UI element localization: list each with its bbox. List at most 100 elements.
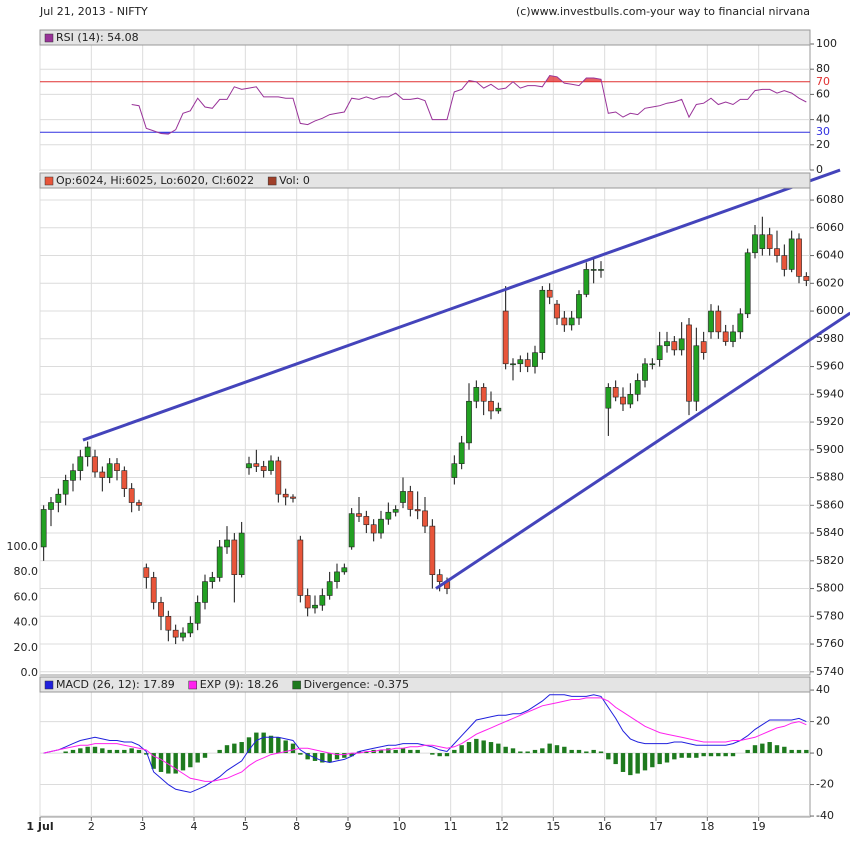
- legend-label: MACD (26, 12): 17.89: [56, 678, 175, 691]
- y-tick-label: 6040: [816, 249, 844, 262]
- candle-body: [158, 602, 164, 617]
- candle-body: [356, 513, 362, 517]
- y-tick-label: 5760: [816, 637, 844, 650]
- divergence-bar: [378, 749, 384, 754]
- candle-body: [385, 511, 392, 520]
- candle-body: [312, 604, 318, 609]
- candle-body: [656, 345, 663, 360]
- y-tick-label: 5900: [816, 443, 844, 456]
- candle-body: [708, 310, 714, 333]
- divergence-bar: [635, 753, 640, 774]
- header-right: (c)www.investbulls.com-your way to finan…: [516, 5, 810, 18]
- legend-bar: [39, 172, 811, 189]
- y-tick-label: 5960: [816, 360, 844, 373]
- divergence-bar: [554, 745, 560, 754]
- y-tick-label: 0: [816, 746, 823, 759]
- divergence-bar: [254, 732, 259, 754]
- x-tick-label: 15: [546, 820, 560, 833]
- candle-body: [627, 394, 634, 405]
- divergence-bar: [224, 745, 230, 754]
- legend-bar: [39, 29, 811, 46]
- legend-swatch: [292, 680, 301, 690]
- divergence-bar: [584, 751, 589, 754]
- candle-body: [561, 317, 568, 326]
- candle-body: [121, 470, 128, 489]
- candle-body: [70, 470, 76, 481]
- divergence-bar: [804, 749, 809, 754]
- divergence-bar: [415, 749, 420, 754]
- divergence-bar: [408, 749, 413, 754]
- divergence-bar: [694, 753, 699, 758]
- y-tick-label: 5740: [816, 665, 844, 678]
- divergence-bar: [569, 749, 574, 754]
- legend-bar: [39, 676, 811, 693]
- candle-body: [150, 577, 157, 603]
- divergence-bar: [518, 751, 523, 754]
- y-tick-label: -40: [816, 809, 834, 822]
- x-tick-label: 2: [88, 820, 95, 833]
- divergence-bar: [107, 749, 112, 754]
- divergence-bar: [364, 751, 369, 754]
- candle-body: [730, 331, 736, 342]
- candle-body: [99, 471, 106, 478]
- candle-body: [253, 463, 260, 467]
- divergence-bar: [232, 743, 237, 754]
- candle-body: [400, 491, 406, 503]
- y-tick-label: 5860: [816, 498, 844, 511]
- x-tick-label: 8: [293, 820, 300, 833]
- divergence-bar: [562, 746, 567, 754]
- divergence-bar: [650, 753, 655, 768]
- candle-body: [231, 539, 238, 575]
- y-tick-label: 5980: [816, 332, 844, 345]
- candle-body: [678, 338, 685, 351]
- divergence-bar: [393, 749, 398, 754]
- candle-body: [766, 234, 773, 249]
- divergence-bar: [239, 742, 244, 754]
- divergence-bar: [474, 738, 479, 754]
- divergence-bar: [488, 742, 494, 754]
- divergence-bar: [496, 743, 501, 754]
- divergence-bar: [114, 749, 120, 754]
- y2-tick-label: 80.0: [14, 565, 39, 578]
- candle-body: [458, 442, 465, 464]
- candle-body: [759, 234, 766, 249]
- candle-body: [194, 602, 201, 624]
- legend-swatch: [44, 33, 54, 43]
- header-left: Jul 21, 2013 - NIFTY: [39, 5, 148, 18]
- divergence-bar: [774, 745, 780, 754]
- candle-body: [77, 456, 84, 471]
- y-tick-label: 5820: [816, 554, 844, 567]
- candle-body: [202, 581, 208, 603]
- candle-body: [216, 546, 223, 578]
- candle-body: [136, 502, 142, 506]
- divergence-bar: [151, 753, 156, 769]
- y-tick-label: 60: [816, 87, 830, 100]
- y-tick-label: 5780: [816, 609, 844, 622]
- divergence-bar: [166, 753, 171, 774]
- candle-body: [605, 387, 612, 409]
- y-tick-label: 5800: [816, 582, 844, 595]
- divergence-bar: [437, 753, 442, 757]
- divergence-bar: [606, 753, 611, 760]
- y-tick-label: 5920: [816, 415, 844, 428]
- candle-body: [686, 324, 692, 402]
- divergence-bar: [290, 743, 296, 754]
- candle-body: [532, 352, 538, 367]
- x-tick-label: 3: [139, 820, 146, 833]
- y-tick-label: 100: [816, 37, 837, 50]
- candle-body: [334, 571, 340, 582]
- y2-tick-label: 20.0: [14, 641, 39, 654]
- trendline: [435, 311, 850, 590]
- divergence-bar: [782, 746, 787, 754]
- candle-body: [128, 488, 135, 503]
- divergence-bar: [452, 749, 457, 754]
- divergence-bar: [760, 743, 765, 754]
- divergence-bar: [532, 749, 538, 754]
- candle-body: [92, 456, 98, 473]
- panel: [39, 676, 811, 818]
- y-tick-label: -20: [816, 778, 834, 791]
- candle-body: [268, 460, 274, 471]
- candle-body: [209, 577, 216, 582]
- divergence-bar: [195, 753, 200, 763]
- candle-body: [238, 532, 245, 575]
